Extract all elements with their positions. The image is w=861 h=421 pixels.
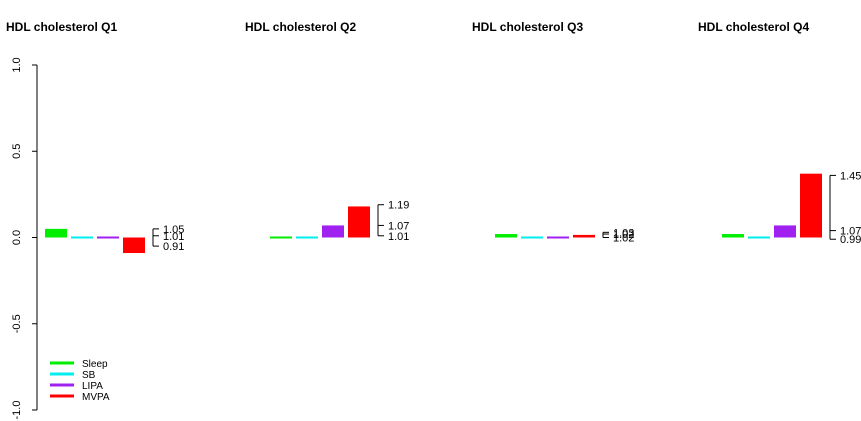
y-tick-label: -1.0	[11, 401, 23, 420]
bar-lipa	[97, 236, 119, 239]
legend-label-mvpa: MVPA	[82, 392, 110, 403]
bar-sb	[521, 236, 543, 239]
bar-sleep	[722, 234, 744, 238]
bar-sb	[71, 236, 93, 239]
bar-sleep	[270, 236, 292, 239]
panel-title: HDL cholesterol Q4	[698, 20, 809, 34]
legend-label-sleep: Sleep	[82, 359, 108, 370]
legend-label-lipa: LIPA	[82, 381, 103, 392]
whisker-label: 1.05	[163, 224, 184, 236]
y-tick-label: -0.5	[11, 314, 23, 333]
panel-title: HDL cholesterol Q1	[6, 20, 117, 34]
bar-mvpa	[800, 173, 822, 238]
panel-title: HDL cholesterol Q3	[472, 20, 583, 34]
whisker-label: 0.99	[840, 234, 861, 246]
whisker-label: 0.91	[163, 241, 184, 253]
whisker-label: 1.03	[613, 227, 634, 239]
bar-lipa	[547, 236, 569, 239]
bar-mvpa	[573, 234, 595, 238]
whisker-label: 1.02	[613, 233, 634, 245]
bar-mvpa	[123, 237, 145, 254]
bar-lipa	[774, 225, 796, 238]
whisker-label: 1.45	[840, 170, 861, 182]
bar-sleep	[45, 228, 67, 238]
bar-lipa	[322, 225, 344, 238]
whisker-label: 1.01	[163, 231, 184, 243]
bar-mvpa	[348, 206, 370, 238]
bar-sleep	[495, 234, 517, 238]
whisker-label: 1.07	[840, 226, 861, 238]
whisker-label: 1.07	[388, 220, 409, 232]
legend-label-sb: SB	[82, 370, 96, 381]
panel-title: HDL cholesterol Q2	[245, 20, 356, 34]
y-tick-label: 1.0	[11, 57, 23, 72]
y-tick-label: 0.0	[11, 230, 23, 245]
whisker-label: 1.19	[388, 200, 409, 212]
whisker-label: 1.02	[613, 229, 634, 241]
whisker-label: 1.01	[388, 231, 409, 243]
bar-sb	[748, 236, 770, 239]
bar-sb	[296, 236, 318, 239]
y-tick-label: 0.5	[11, 144, 23, 159]
